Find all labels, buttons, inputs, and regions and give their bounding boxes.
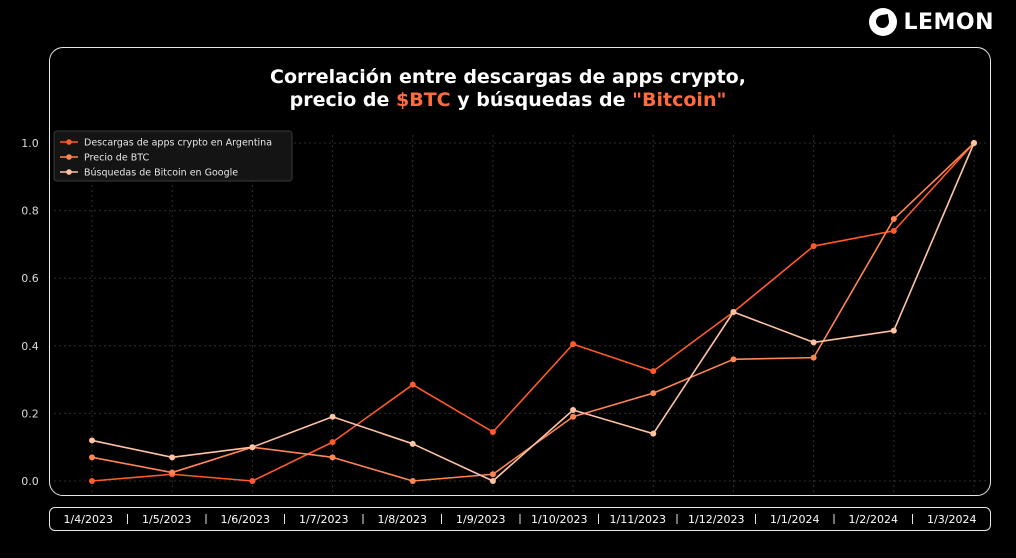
y-tick-label: 0.6 bbox=[21, 272, 39, 285]
data-point-series-1 bbox=[650, 368, 657, 375]
x-tick-label: 1/5/2023 bbox=[142, 513, 191, 526]
data-point-series-1 bbox=[810, 243, 817, 250]
x-tick-label: 1/3/2024 bbox=[927, 513, 976, 526]
x-tick-label: 1/7/2023 bbox=[299, 513, 348, 526]
title-line-2-middle: y búsquedas de bbox=[450, 89, 633, 111]
y-tick-label: 0.8 bbox=[21, 205, 39, 218]
title-line-1: Correlación entre descargas de apps cryp… bbox=[270, 66, 746, 88]
x-tick-label: 1/9/2023 bbox=[456, 513, 505, 526]
series-line-1 bbox=[91, 142, 975, 482]
lemon-logo-icon bbox=[869, 8, 898, 36]
legend-label: Búsquedas de Bitcoin en Google bbox=[84, 168, 238, 179]
data-point-series-3 bbox=[971, 140, 977, 146]
data-point-series-3 bbox=[650, 430, 657, 437]
x-tick-label: 1/11/2023 bbox=[610, 513, 666, 526]
data-point-series-1 bbox=[489, 428, 496, 435]
legend-swatch-marker bbox=[66, 139, 72, 145]
data-point-series-2 bbox=[489, 471, 496, 478]
title-line-2: precio de $BTC y búsquedas de "Bitcoin" bbox=[0, 89, 1016, 112]
data-point-series-3 bbox=[570, 407, 577, 414]
series-line-2 bbox=[91, 142, 975, 482]
data-point-series-3 bbox=[89, 437, 95, 444]
chart-title: Correlación entre descargas de apps cryp… bbox=[0, 66, 1016, 112]
data-point-series-2 bbox=[650, 390, 657, 397]
y-tick-label: 0.4 bbox=[21, 340, 39, 353]
data-point-series-3 bbox=[489, 478, 496, 484]
logo-text: LEMON bbox=[903, 9, 994, 35]
series-line-3 bbox=[91, 142, 975, 482]
brand-logo: LEMON bbox=[869, 8, 994, 36]
title-accent-btc: $BTC bbox=[396, 89, 451, 111]
data-point-series-3 bbox=[810, 339, 817, 346]
title-line-2-prefix: precio de bbox=[289, 89, 397, 111]
data-point-series-2 bbox=[570, 413, 577, 420]
data-point-series-1 bbox=[329, 439, 336, 446]
x-tick-label: 1/10/2023 bbox=[531, 513, 587, 526]
x-tick-label: 1/12/2023 bbox=[688, 513, 744, 526]
y-tick-label: 1.0 bbox=[21, 137, 39, 150]
data-point-series-1 bbox=[570, 341, 577, 348]
y-tick-label: 0.2 bbox=[21, 407, 39, 420]
y-tick-label: 0.0 bbox=[21, 475, 39, 488]
title-accent-bitcoin: "Bitcoin" bbox=[632, 89, 727, 111]
data-point-series-2 bbox=[329, 454, 336, 461]
data-point-series-3 bbox=[409, 440, 416, 447]
x-tick-label: 1/6/2023 bbox=[221, 513, 270, 526]
data-point-series-3 bbox=[329, 413, 336, 420]
data-point-series-1 bbox=[409, 381, 416, 388]
data-point-series-3 bbox=[169, 454, 176, 461]
data-point-series-2 bbox=[730, 356, 737, 363]
data-point-series-1 bbox=[89, 478, 95, 484]
data-point-series-1 bbox=[890, 227, 897, 234]
legend-label: Descargas de apps crypto en Argentina bbox=[84, 138, 272, 149]
x-tick-label: 1/8/2023 bbox=[378, 513, 427, 526]
x-tick-label: 1/4/2023 bbox=[64, 513, 113, 526]
data-point-series-2 bbox=[810, 354, 817, 361]
legend-swatch-marker bbox=[66, 154, 72, 160]
x-tick-label: 1/1/2024 bbox=[770, 513, 819, 526]
data-point-series-3 bbox=[890, 327, 897, 334]
data-point-series-2 bbox=[169, 469, 176, 476]
legend-box bbox=[53, 130, 293, 182]
data-point-series-3 bbox=[249, 444, 256, 451]
data-point-series-1 bbox=[249, 478, 256, 484]
chart-panel bbox=[49, 47, 991, 496]
legend-label: Precio de BTC bbox=[84, 153, 149, 164]
data-point-series-2 bbox=[409, 478, 416, 484]
x-tick-label: 1/2/2024 bbox=[849, 513, 898, 526]
data-point-series-3 bbox=[730, 309, 737, 315]
legend-swatch-marker bbox=[66, 169, 72, 175]
data-point-series-2 bbox=[890, 216, 897, 223]
data-point-series-2 bbox=[89, 454, 95, 461]
x-axis-bar bbox=[49, 507, 991, 531]
